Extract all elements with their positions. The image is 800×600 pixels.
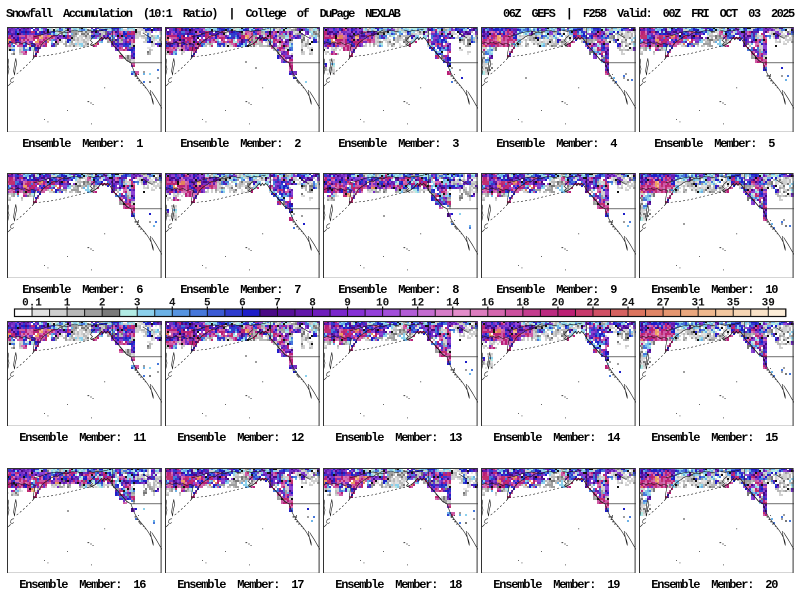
svg-text:12: 12 <box>411 298 424 310</box>
svg-text:35: 35 <box>727 298 741 310</box>
svg-text:8: 8 <box>309 298 316 310</box>
svg-text:7: 7 <box>274 298 281 310</box>
svg-text:1: 1 <box>64 298 71 310</box>
svg-text:4: 4 <box>169 298 176 310</box>
svg-text:27: 27 <box>656 298 669 310</box>
svg-text:20: 20 <box>551 298 564 310</box>
svg-text:14: 14 <box>446 298 460 310</box>
svg-text:9: 9 <box>344 298 351 310</box>
svg-text:10: 10 <box>376 298 389 310</box>
svg-text:2: 2 <box>99 298 106 310</box>
svg-text:39: 39 <box>762 298 775 310</box>
svg-text:31: 31 <box>692 298 706 310</box>
svg-text:5: 5 <box>204 298 211 310</box>
svg-text:16: 16 <box>481 298 494 310</box>
svg-text:18: 18 <box>516 298 530 310</box>
svg-text:6: 6 <box>239 298 246 310</box>
svg-text:3: 3 <box>134 298 141 310</box>
svg-text:24: 24 <box>621 298 635 310</box>
svg-text:22: 22 <box>586 298 599 310</box>
svg-text:0.1: 0.1 <box>22 298 42 310</box>
